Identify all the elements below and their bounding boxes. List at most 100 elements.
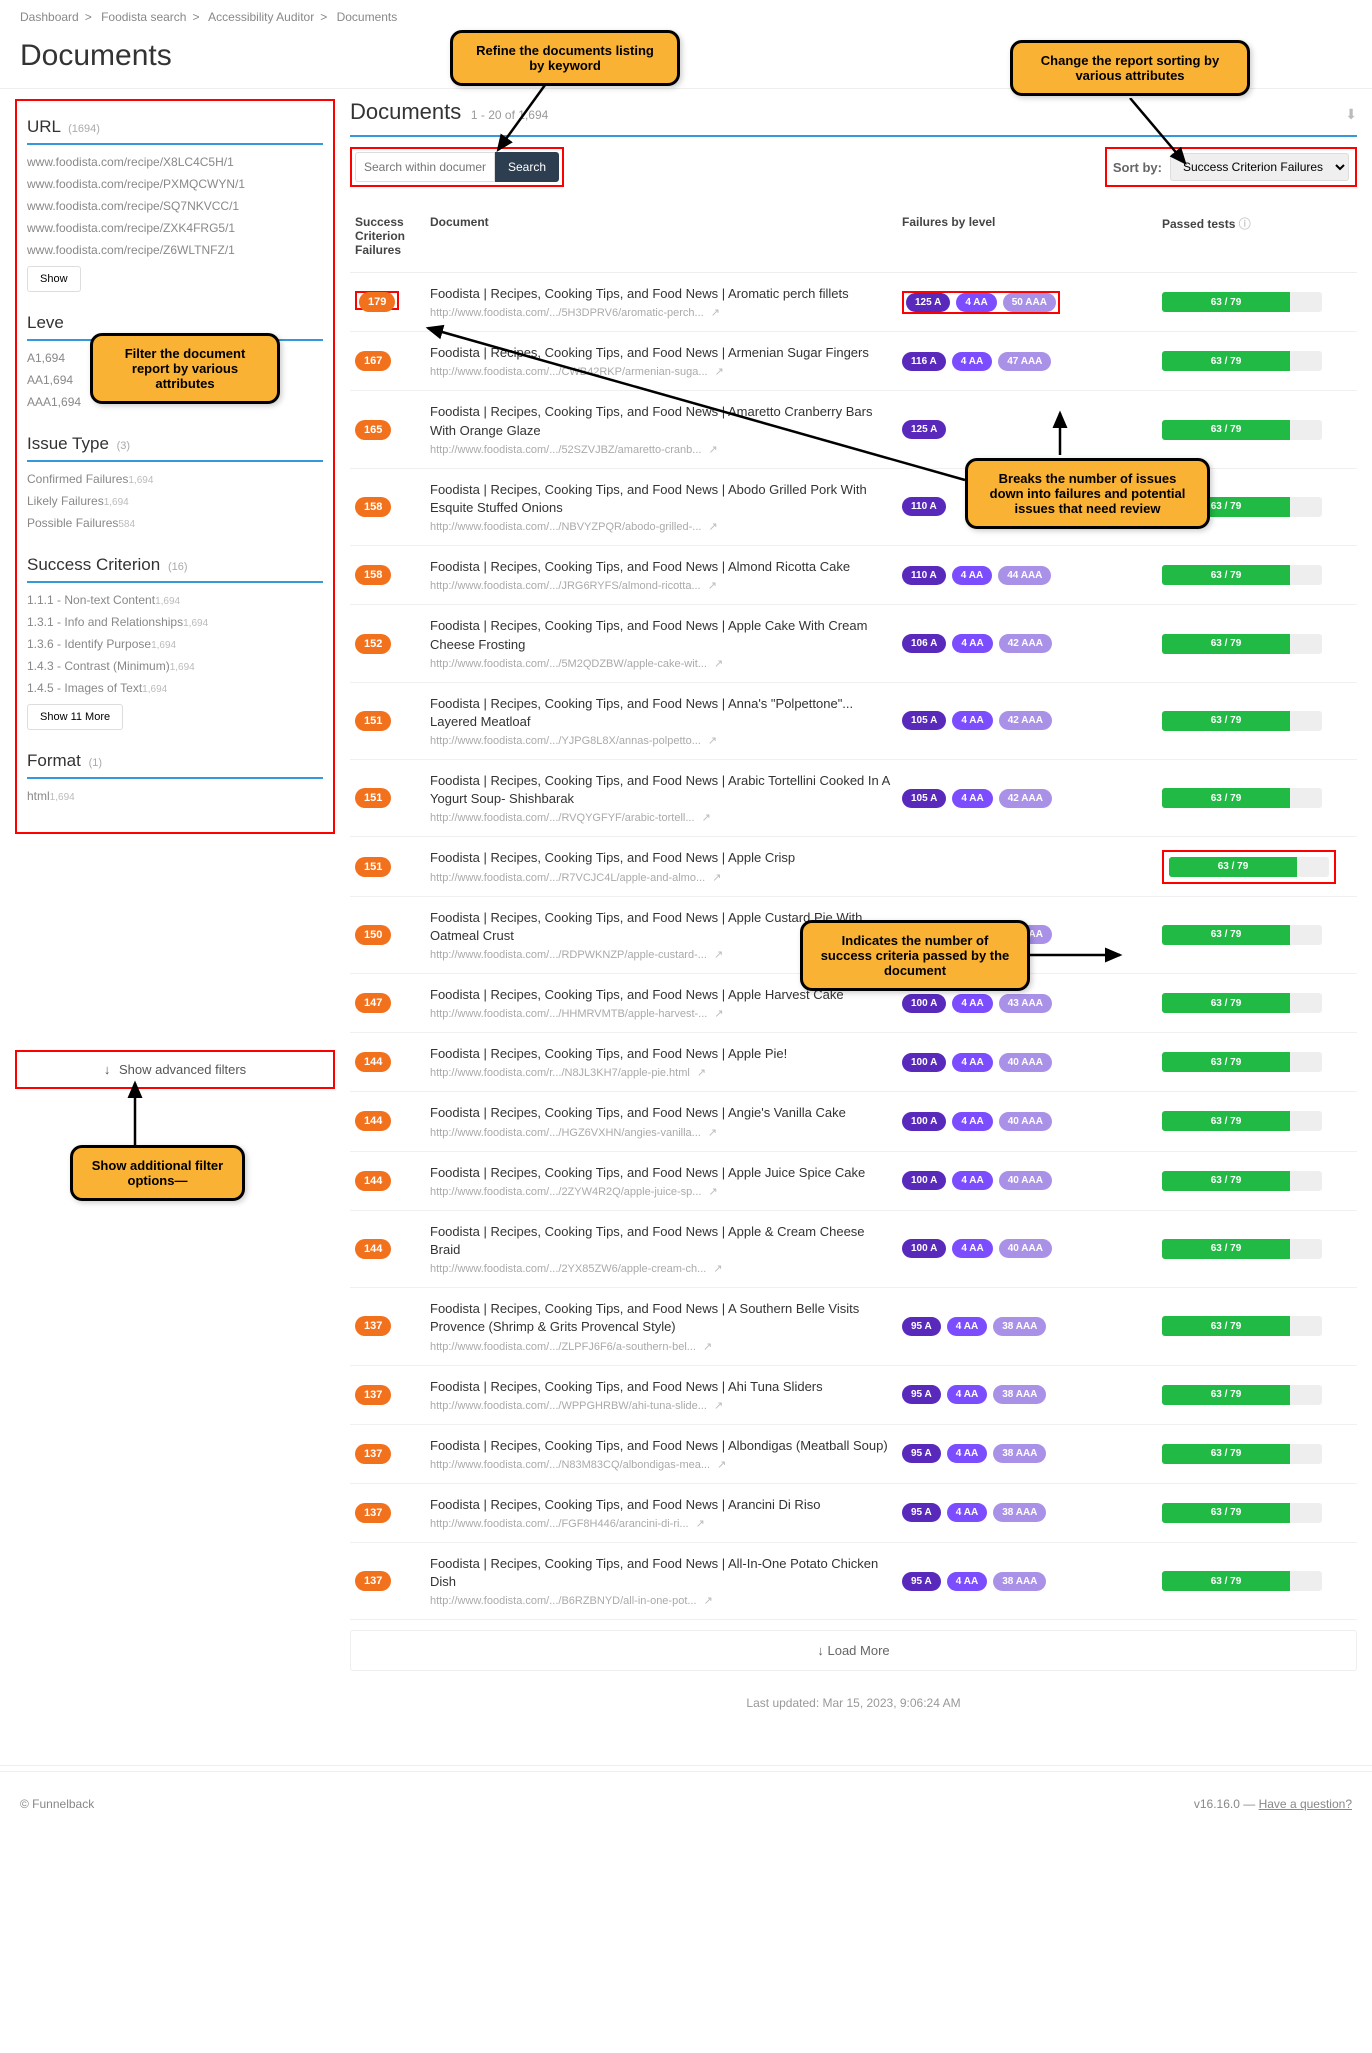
facet-item-criterion[interactable]: 1.3.1 - Info and Relationships1,694 xyxy=(27,611,323,633)
col-scf[interactable]: Success Criterion Failures xyxy=(355,215,430,257)
doc-title[interactable]: Foodista | Recipes, Cooking Tips, and Fo… xyxy=(430,617,892,653)
facet-item-criterion[interactable]: 1.1.1 - Non-text Content1,694 xyxy=(27,589,323,611)
facet-item-url[interactable]: www.foodista.com/recipe/SQ7NKVCC/1 xyxy=(27,195,323,217)
table-row: 151Foodista | Recipes, Cooking Tips, and… xyxy=(350,760,1357,837)
facet-item-url[interactable]: www.foodista.com/recipe/ZXK4FRG5/1 xyxy=(27,217,323,239)
pill-aaa: 38 AAA xyxy=(993,1317,1046,1336)
doc-url: http://www.foodista.com/.../JRG6RYFS/alm… xyxy=(430,579,892,592)
search-input[interactable] xyxy=(355,152,495,182)
facet-item-issue[interactable]: Possible Failures584 xyxy=(27,512,323,534)
doc-title[interactable]: Foodista | Recipes, Cooking Tips, and Fo… xyxy=(430,481,892,517)
doc-title[interactable]: Foodista | Recipes, Cooking Tips, and Fo… xyxy=(430,695,892,731)
pill-aaa: 38 AAA xyxy=(993,1444,1046,1463)
external-link-icon[interactable]: ↗ xyxy=(714,949,723,961)
external-link-icon[interactable]: ↗ xyxy=(702,812,711,824)
pill-aa: 4 AA xyxy=(947,1444,987,1463)
doc-title[interactable]: Foodista | Recipes, Cooking Tips, and Fo… xyxy=(430,403,892,439)
scf-badge: 179 xyxy=(359,292,395,312)
external-link-icon[interactable]: ↗ xyxy=(697,1067,706,1079)
external-link-icon[interactable]: ↗ xyxy=(708,1127,717,1139)
doc-title[interactable]: Foodista | Recipes, Cooking Tips, and Fo… xyxy=(430,772,892,808)
search-button[interactable]: Search xyxy=(495,152,559,182)
pill-aa: 4 AA xyxy=(947,1317,987,1336)
download-icon[interactable]: ⬇ xyxy=(1345,106,1357,123)
footer-copyright: © Funnelback xyxy=(20,1797,94,1811)
doc-title[interactable]: Foodista | Recipes, Cooking Tips, and Fo… xyxy=(430,1300,892,1336)
external-link-icon[interactable]: ↗ xyxy=(709,521,718,533)
facet-item-url[interactable]: www.foodista.com/recipe/PXMQCWYN/1 xyxy=(27,173,323,195)
pill-aaa: 42 AAA xyxy=(999,711,1052,730)
doc-url: http://www.foodista.com/.../ZLPFJ6F6/a-s… xyxy=(430,1340,892,1353)
external-link-icon[interactable]: ↗ xyxy=(711,307,720,319)
doc-title[interactable]: Foodista | Recipes, Cooking Tips, and Fo… xyxy=(430,849,892,867)
table-row: 137Foodista | Recipes, Cooking Tips, and… xyxy=(350,1288,1357,1365)
facet-item-url[interactable]: www.foodista.com/recipe/Z6WLTNFZ/1 xyxy=(27,239,323,261)
external-link-icon[interactable]: ↗ xyxy=(714,1008,723,1020)
doc-title[interactable]: Foodista | Recipes, Cooking Tips, and Fo… xyxy=(430,285,892,303)
doc-title[interactable]: Foodista | Recipes, Cooking Tips, and Fo… xyxy=(430,1223,892,1259)
external-link-icon[interactable]: ↗ xyxy=(703,1341,712,1353)
external-link-icon[interactable]: ↗ xyxy=(714,658,723,670)
external-link-icon[interactable]: ↗ xyxy=(714,1400,723,1412)
table-row: 144Foodista | Recipes, Cooking Tips, and… xyxy=(350,1033,1357,1092)
sort-label: Sort by: xyxy=(1113,160,1162,175)
facet-item-issue[interactable]: Confirmed Failures1,694 xyxy=(27,468,323,490)
doc-url: http://www.foodista.com/.../FGF8H446/ara… xyxy=(430,1517,892,1530)
col-pass[interactable]: Passed tests ⓘ xyxy=(1162,215,1352,257)
doc-url: http://www.foodista.com/.../N83M83CQ/alb… xyxy=(430,1458,892,1471)
facet-item-format[interactable]: html1,694 xyxy=(27,785,323,807)
doc-title[interactable]: Foodista | Recipes, Cooking Tips, and Fo… xyxy=(430,1164,892,1182)
facet-item-criterion[interactable]: 1.4.5 - Images of Text1,694 xyxy=(27,677,323,699)
failures-by-level: 95 A4 AA38 AAA xyxy=(902,1444,1162,1463)
doc-url: http://www.foodista.com/.../YJPG8L8X/ann… xyxy=(430,734,892,747)
doc-url: http://www.foodista.com/.../R7VCJC4L/app… xyxy=(430,871,892,884)
doc-title[interactable]: Foodista | Recipes, Cooking Tips, and Fo… xyxy=(430,1496,892,1514)
failures-by-level: 106 A4 AA42 AAA xyxy=(902,634,1162,653)
facet-item-criterion[interactable]: 1.4.3 - Contrast (Minimum)1,694 xyxy=(27,655,323,677)
show-more-criterion[interactable]: Show 11 More xyxy=(27,704,123,730)
facet-item-url[interactable]: www.foodista.com/recipe/X8LC4C5H/1 xyxy=(27,151,323,173)
passed-bar: 63 / 79 xyxy=(1162,634,1322,654)
show-more-url[interactable]: Show xyxy=(27,266,81,292)
sort-select[interactable]: Success Criterion Failures xyxy=(1170,153,1349,181)
external-link-icon[interactable]: ↗ xyxy=(708,735,717,747)
col-doc[interactable]: Document xyxy=(430,215,902,257)
passed-bar: 63 / 79 xyxy=(1162,1316,1322,1336)
failures-by-level: 100 A4 AA40 AAA xyxy=(902,1239,1162,1258)
doc-title[interactable]: Foodista | Recipes, Cooking Tips, and Fo… xyxy=(430,1045,892,1063)
breadcrumb-link[interactable]: Foodista search xyxy=(101,10,186,24)
facet-url: URL (1694) www.foodista.com/recipe/X8LC4… xyxy=(27,111,323,292)
facet-item-issue[interactable]: Likely Failures1,694 xyxy=(27,490,323,512)
external-link-icon[interactable]: ↗ xyxy=(717,1459,726,1471)
breadcrumb-link[interactable]: Accessibility Auditor xyxy=(208,10,314,24)
external-link-icon[interactable]: ↗ xyxy=(708,580,717,592)
col-fbl[interactable]: Failures by level xyxy=(902,215,1162,257)
pill-a: 116 A xyxy=(902,352,946,371)
breadcrumb-link[interactable]: Dashboard xyxy=(20,10,79,24)
external-link-icon[interactable]: ↗ xyxy=(709,1186,718,1198)
doc-url: http://www.foodista.com/.../HHMRVMTB/app… xyxy=(430,1007,892,1020)
pill-aa: 4 AA xyxy=(952,1112,992,1131)
doc-title[interactable]: Foodista | Recipes, Cooking Tips, and Fo… xyxy=(430,1378,892,1396)
external-link-icon[interactable]: ↗ xyxy=(713,1263,722,1275)
pill-aa: 4 AA xyxy=(952,1239,992,1258)
scf-badge: 144 xyxy=(355,1111,391,1131)
doc-title[interactable]: Foodista | Recipes, Cooking Tips, and Fo… xyxy=(430,344,892,362)
external-link-icon[interactable]: ↗ xyxy=(712,872,721,884)
doc-title[interactable]: Foodista | Recipes, Cooking Tips, and Fo… xyxy=(430,1555,892,1591)
external-link-icon[interactable]: ↗ xyxy=(715,366,724,378)
table-row: 137Foodista | Recipes, Cooking Tips, and… xyxy=(350,1543,1357,1620)
facet-item-criterion[interactable]: 1.3.6 - Identify Purpose1,694 xyxy=(27,633,323,655)
show-advanced-filters[interactable]: ↓ Show advanced filters xyxy=(15,1050,335,1089)
external-link-icon[interactable]: ↗ xyxy=(709,444,718,456)
doc-title[interactable]: Foodista | Recipes, Cooking Tips, and Fo… xyxy=(430,558,892,576)
load-more-button[interactable]: ↓ Load More xyxy=(350,1630,1357,1671)
doc-title[interactable]: Foodista | Recipes, Cooking Tips, and Fo… xyxy=(430,1104,892,1122)
footer-question-link[interactable]: Have a question? xyxy=(1259,1797,1352,1811)
doc-title[interactable]: Foodista | Recipes, Cooking Tips, and Fo… xyxy=(430,1437,892,1455)
annotation-breaks: Breaks the number of issues down into fa… xyxy=(965,458,1210,529)
external-link-icon[interactable]: ↗ xyxy=(704,1595,713,1607)
external-link-icon[interactable]: ↗ xyxy=(696,1518,705,1530)
scf-badge: 151 xyxy=(355,857,391,877)
doc-url: http://www.foodista.com/r.../N8JL3KH7/ap… xyxy=(430,1066,892,1079)
